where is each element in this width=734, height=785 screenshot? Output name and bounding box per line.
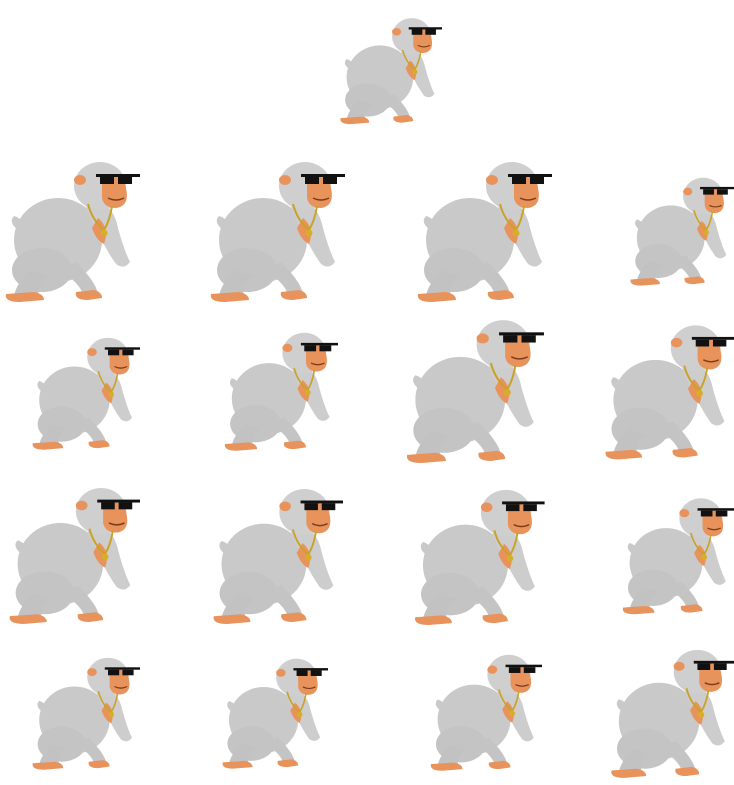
gorilla-sprite (339, 17, 442, 126)
gorilla-sprite (209, 161, 345, 303)
gorilla-sprite (629, 176, 734, 287)
gorilla-sprite (4, 161, 140, 303)
gorilla-sprite (414, 488, 546, 626)
gorilla-sprite (221, 657, 328, 770)
gorilla-sprite (8, 486, 140, 625)
gorilla-sprite (604, 324, 734, 461)
gorilla-sprite (405, 319, 545, 464)
gorilla-sprite (610, 648, 734, 779)
gorilla-sprite (429, 653, 542, 772)
gorilla-sprite (212, 487, 343, 625)
gorilla-sprite (223, 331, 338, 452)
gorilla-sprite (621, 497, 734, 616)
gorilla-sprite (31, 656, 140, 771)
gorilla-sprite (416, 161, 552, 303)
gorilla-sprite (31, 336, 140, 451)
